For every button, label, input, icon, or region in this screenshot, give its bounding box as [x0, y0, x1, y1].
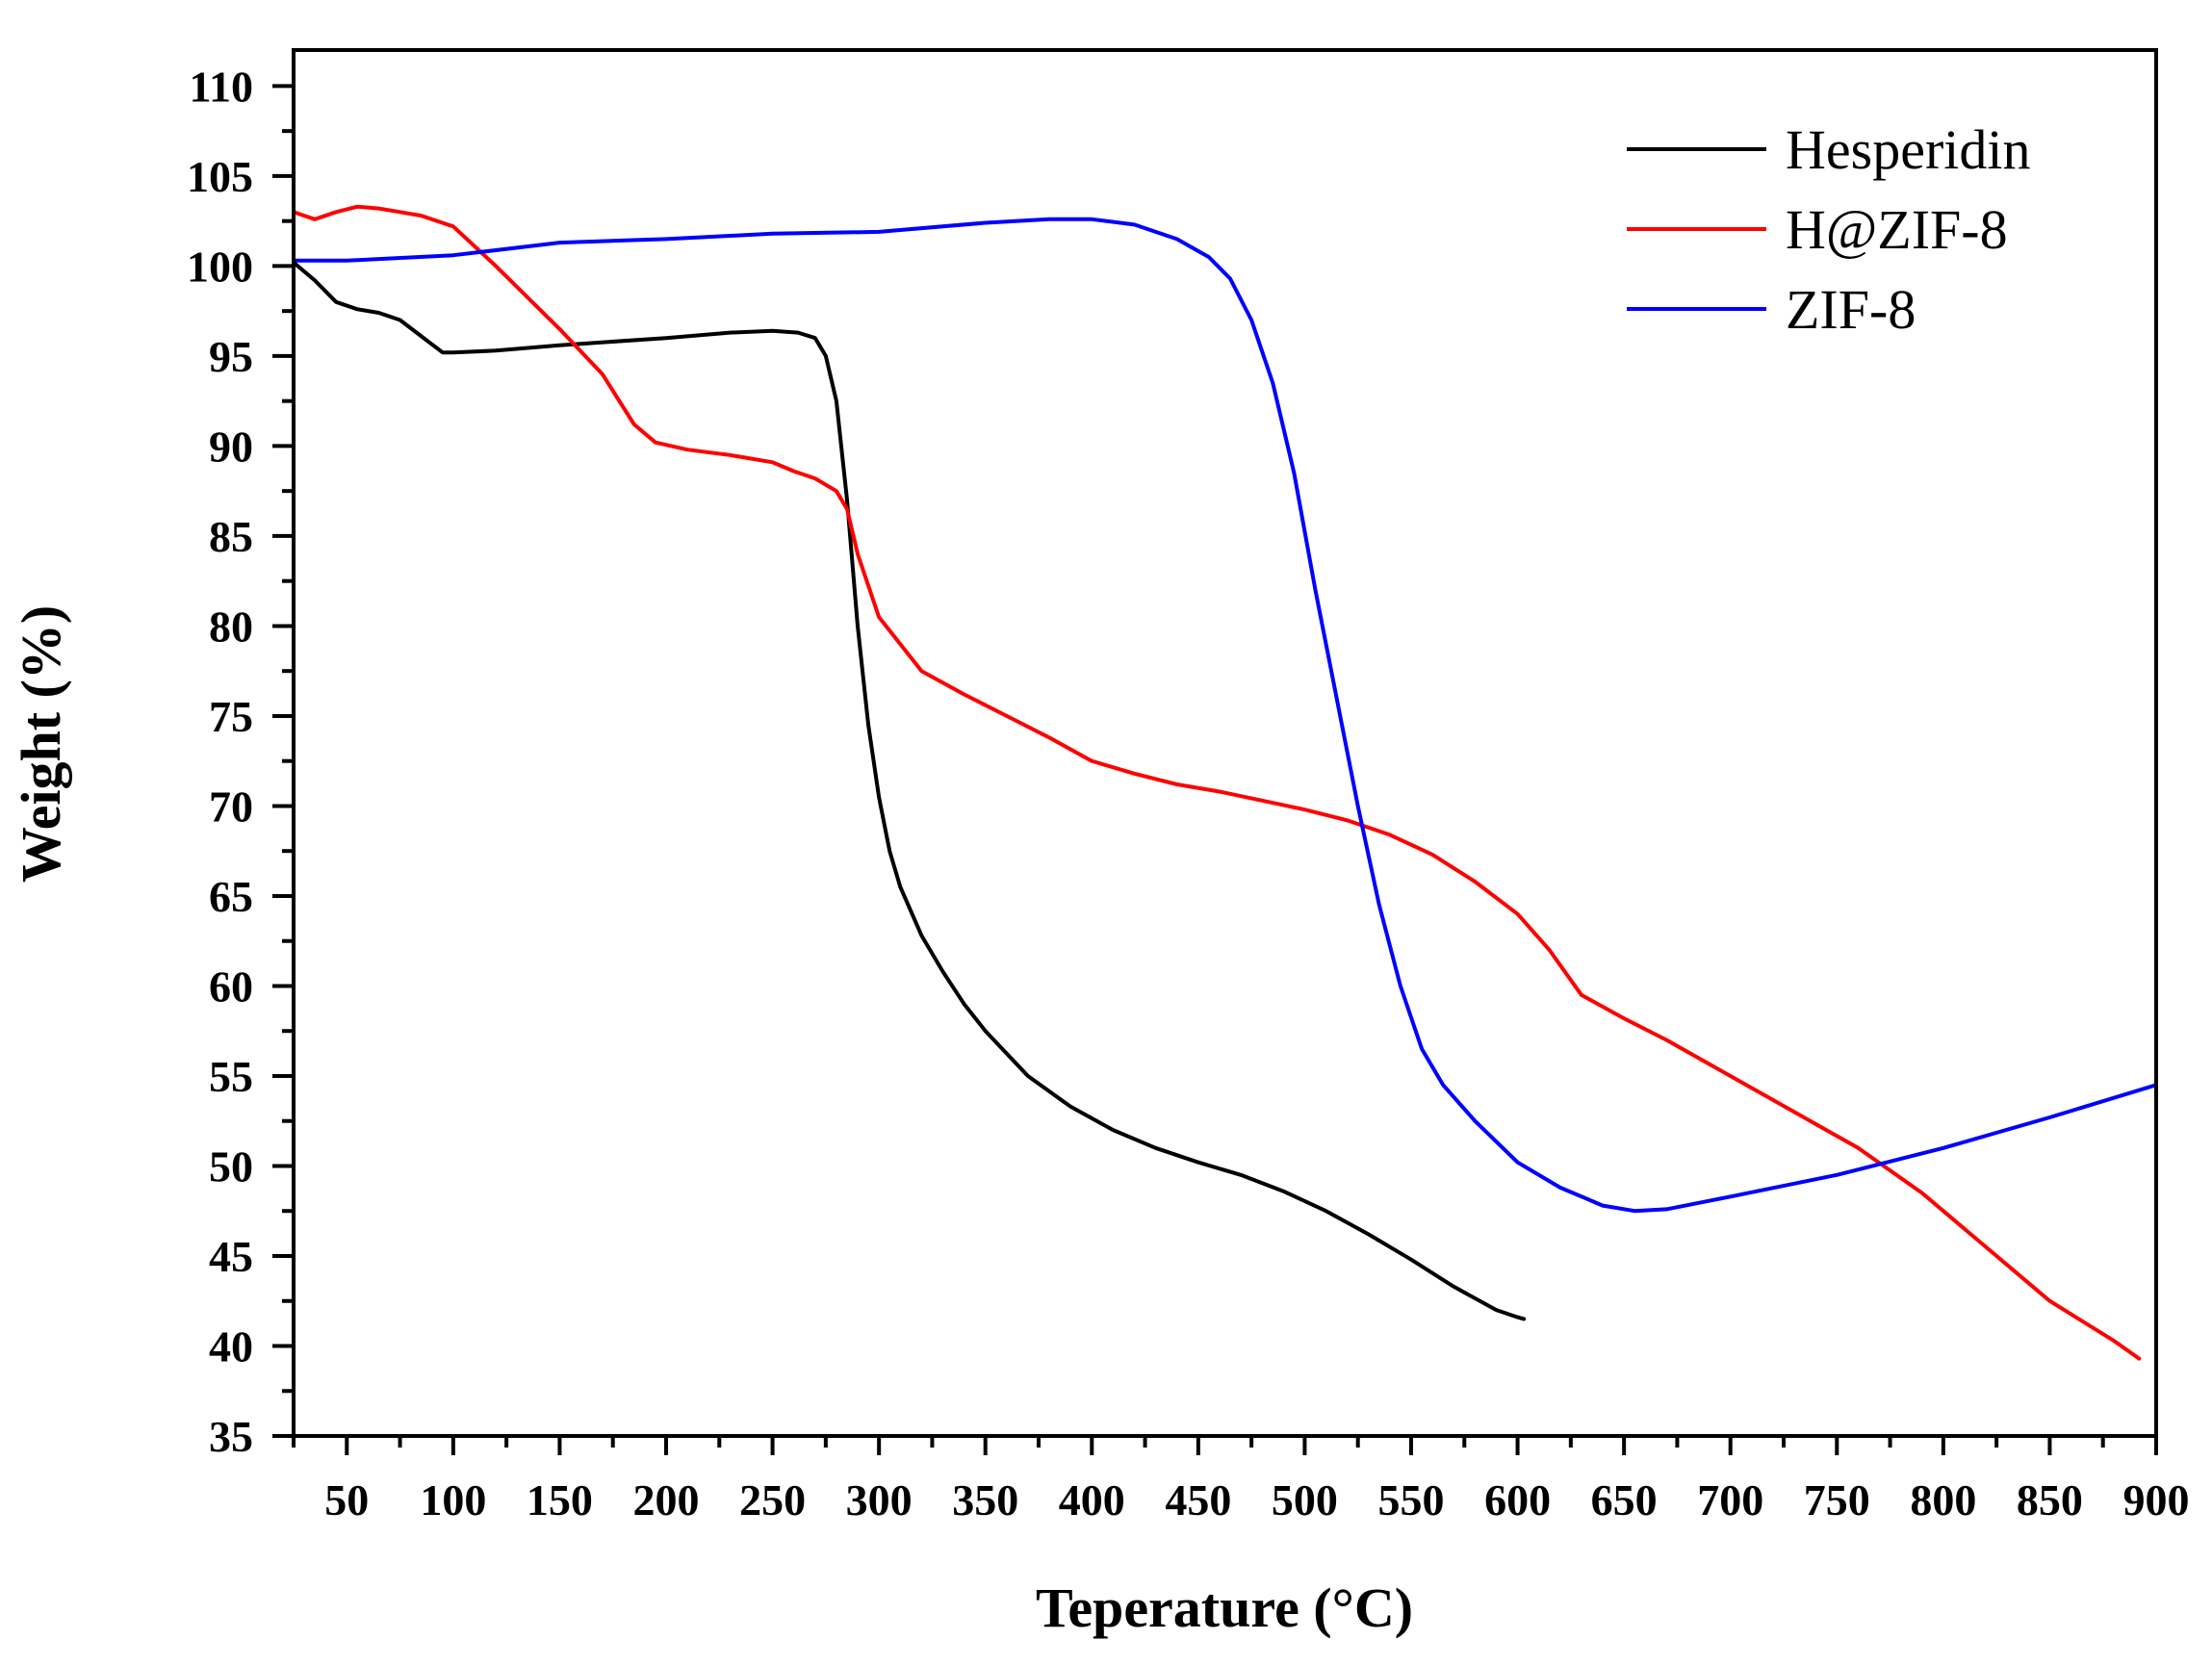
x-tick-label: 550 — [1378, 1475, 1445, 1525]
x-tick-label: 100 — [420, 1475, 486, 1525]
y-tick-label: 90 — [209, 422, 253, 471]
x-tick-label: 50 — [324, 1475, 369, 1525]
y-tick-label: 40 — [209, 1321, 253, 1371]
y-tick-label: 80 — [209, 602, 253, 651]
y-tick-label: 50 — [209, 1141, 253, 1191]
y-tick-label: 60 — [209, 961, 253, 1011]
series-line-hesperidin — [292, 260, 1527, 1321]
x-tick-label: 200 — [633, 1475, 700, 1525]
y-tick-label: 100 — [187, 242, 253, 291]
x-axis-title: Teperature (°C) — [1036, 1576, 1413, 1639]
y-tick-label: 95 — [209, 332, 253, 381]
x-tick-label: 750 — [1804, 1475, 1870, 1525]
y-tick-label: 110 — [190, 62, 253, 111]
legend-label-hesperidin: Hesperidin — [1786, 118, 2031, 181]
x-tick-label: 600 — [1484, 1475, 1551, 1525]
y-tick-label: 65 — [209, 872, 253, 921]
x-tick-label: 400 — [1059, 1475, 1125, 1525]
legend: Hesperidin H@ZIF-8 ZIF-8 — [1627, 118, 2031, 341]
plot-frame — [292, 48, 2158, 1438]
x-tick-label: 450 — [1165, 1475, 1231, 1525]
y-tick-label: 45 — [209, 1232, 253, 1281]
x-tick-label: 650 — [1591, 1475, 1658, 1525]
x-tick-label: 700 — [1697, 1475, 1763, 1525]
y-tick-label: 85 — [209, 512, 253, 561]
legend-label-h-zif-8: H@ZIF-8 — [1786, 198, 2008, 261]
x-tick-label: 500 — [1272, 1475, 1338, 1525]
y-axis-title: Weight (%) — [10, 605, 72, 883]
x-tick-label: 250 — [739, 1475, 806, 1525]
series-line-h-zif-8 — [292, 204, 2142, 1361]
y-tick-label: 35 — [209, 1412, 253, 1461]
y-tick-label: 70 — [209, 782, 253, 831]
y-tick-label: 105 — [187, 152, 253, 201]
ticks-layer — [272, 84, 2158, 1455]
x-tick-label: 900 — [2123, 1475, 2190, 1525]
series-layer — [292, 204, 2158, 1361]
x-tick-label: 350 — [952, 1475, 1018, 1525]
x-tick-label: 300 — [846, 1475, 913, 1525]
series-line-zif-8 — [292, 217, 2158, 1214]
y-tick-label: 75 — [209, 692, 253, 741]
y-tick-label: 55 — [209, 1052, 253, 1101]
x-tick-label: 150 — [527, 1475, 593, 1525]
tick-labels-layer: 50 100 150 200 250 300 350 400 450 500 550 600 650 70… — [187, 62, 2190, 1525]
legend-label-zif-8: ZIF-8 — [1786, 278, 1916, 341]
x-tick-label: 800 — [1910, 1475, 1976, 1525]
x-tick-label: 850 — [2017, 1475, 2083, 1525]
